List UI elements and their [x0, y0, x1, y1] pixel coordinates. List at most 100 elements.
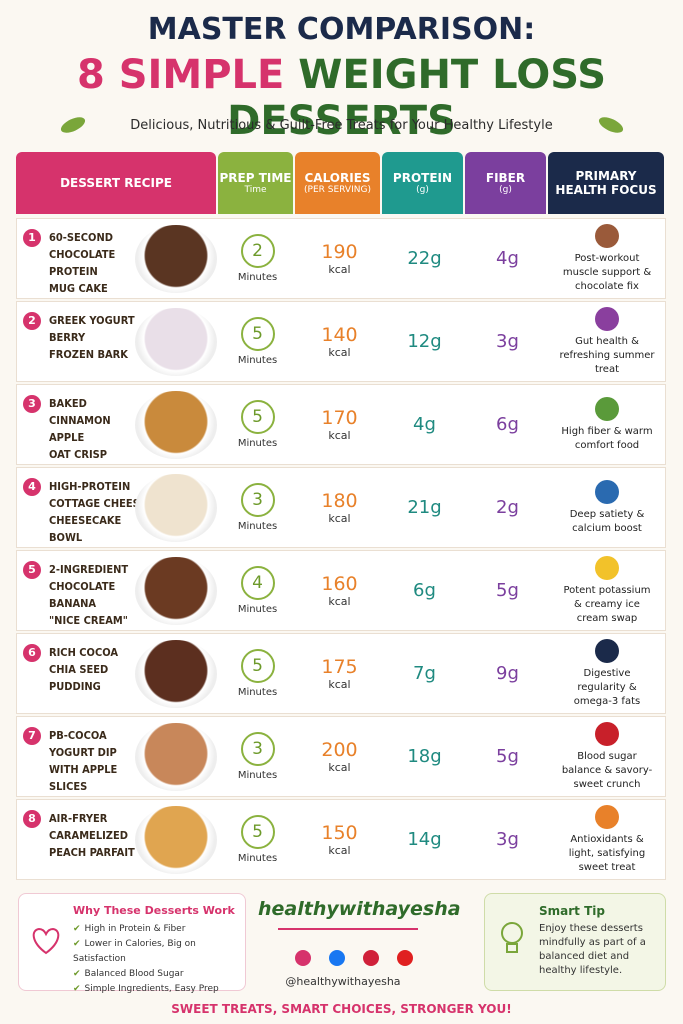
focus-cell: Potent potassium & creamy ice cream swap — [549, 551, 665, 630]
fiber: 5g — [496, 746, 519, 767]
calories-cell: 200 kcal — [296, 717, 383, 796]
column-header: FIBER (g) — [465, 152, 546, 214]
prep-unit: Minutes — [237, 438, 278, 449]
calories-unit: kcal — [328, 263, 351, 276]
calories: 170 — [321, 407, 358, 429]
table-row: 2 GREEK YOGURT BERRY FROZEN BARK 5 Minutes 1… — [16, 301, 666, 382]
table-row: 1 60-SECOND CHOCOLATE PROTEIN MUG CAKE 2 Mi… — [16, 218, 666, 299]
why-item: ✔ Lower in Calories, Big on Satisfaction — [73, 937, 245, 967]
prep-time: 2 — [240, 234, 275, 268]
dessert-photo — [135, 474, 217, 542]
prep-time: 4 — [240, 566, 275, 600]
prep-unit: Minutes — [237, 770, 278, 781]
dessert-photo — [135, 225, 217, 293]
column-header: PREP TIME Time — [218, 152, 293, 214]
calories-cell: 160 kcal — [296, 551, 383, 630]
health-focus: Post-workout muscle support & chocolate … — [562, 252, 652, 292]
protein: 14g — [407, 829, 442, 850]
calories: 150 — [321, 822, 358, 844]
health-focus: Potent potassium & creamy ice cream swap — [563, 584, 651, 624]
health-focus: Deep satiety & calcium boost — [569, 508, 645, 534]
why-text: Simple Ingredients, Easy Prep — [84, 984, 219, 994]
prep-cell: 5 Minutes — [219, 634, 296, 713]
column-header: CALORIES (PER SERVING) — [295, 152, 380, 214]
row-number: 7 — [23, 727, 41, 745]
focus-icon — [595, 638, 619, 663]
fiber-cell: 5g — [466, 551, 549, 630]
focus-icon — [595, 555, 619, 580]
calories-unit: kcal — [328, 595, 351, 608]
column-subtitle: Time — [244, 185, 267, 195]
title-line2: 8 SIMPLE WEIGHT LOSS DESSERTS — [0, 52, 683, 144]
calories-cell: 140 kcal — [296, 302, 383, 381]
dessert-name: AIR-FRYER CARAMELIZED PEACH PARFAIT — [49, 812, 135, 859]
leaf-icon — [60, 117, 86, 133]
handle: @healthywithayesha — [285, 975, 401, 988]
focus-cell: Deep satiety & calcium boost — [549, 468, 665, 547]
why-text: Lower in Calories, Big on Satisfaction — [73, 939, 196, 964]
row-number: 2 — [23, 312, 41, 330]
focus-cell: Digestive regularity & omega-3 fats — [549, 634, 665, 713]
focus-cell: High fiber & warm comfort food — [549, 385, 665, 464]
why-list: ✔ High in Protein & Fiber ✔ Lower in Calori… — [73, 922, 245, 997]
title-line1: MASTER COMPARISON: — [147, 12, 536, 47]
why-box: Why These Desserts Work ✔ High in Protein… — [18, 893, 246, 994]
prep-unit: Minutes — [237, 687, 278, 698]
protein: 21g — [407, 497, 442, 518]
calories: 180 — [321, 490, 358, 512]
focus-icon — [595, 479, 619, 504]
focus-icon — [595, 306, 619, 331]
row-number: 8 — [23, 810, 41, 828]
prep-cell: 5 Minutes — [219, 385, 296, 464]
protein-cell: 18g — [383, 717, 466, 796]
why-text: Balanced Blood Sugar — [84, 969, 184, 979]
focus-icon — [595, 396, 619, 421]
tip-text: Enjoy these desserts mindfully as part o… — [539, 923, 646, 976]
column-subtitle: (PER SERVING) — [304, 185, 371, 195]
title-main: WEIGHT LOSS DESSERTS — [227, 52, 607, 144]
prep-cell: 3 Minutes — [219, 468, 296, 547]
row-number: 4 — [23, 478, 41, 496]
fiber-cell: 3g — [466, 800, 549, 879]
health-focus: Antioxidants & light, satisfying sweet t… — [568, 833, 646, 873]
column-title: CALORIES — [304, 171, 371, 185]
calories: 175 — [321, 656, 358, 678]
column-title: PRIMARY HEALTH FOCUS — [555, 169, 657, 197]
protein-cell: 21g — [383, 468, 466, 547]
calories-unit: kcal — [328, 429, 351, 442]
fiber: 6g — [496, 414, 519, 435]
prep-unit: Minutes — [237, 355, 278, 366]
tip-title: Smart Tip — [539, 904, 605, 918]
column-title: DESSERT RECIPE — [60, 176, 172, 190]
protein: 6g — [413, 580, 436, 601]
table-row: 3 BAKED CINNAMON APPLE OAT CRISP 5 Minutes 1… — [16, 384, 666, 465]
prep-time: 5 — [240, 317, 275, 351]
column-header: DESSERT RECIPE — [16, 152, 216, 214]
protein: 12g — [407, 331, 442, 352]
row-number: 3 — [23, 395, 41, 413]
column-subtitle: (g) — [499, 185, 512, 195]
prep-cell: 4 Minutes — [219, 551, 296, 630]
fiber-cell: 4g — [466, 219, 549, 298]
protein: 7g — [413, 663, 436, 684]
prep-unit: Minutes — [237, 272, 278, 283]
subtitle: Delicious, Nutritious & Guilt-Free Treat… — [130, 118, 553, 133]
why-title: Why These Desserts Work — [73, 904, 235, 917]
calories-unit: kcal — [328, 678, 351, 691]
dessert-name: GREEK YOGURT BERRY FROZEN BARK — [49, 314, 135, 361]
fiber: 2g — [496, 497, 519, 518]
calories-unit: kcal — [328, 844, 351, 857]
dessert-photo — [135, 308, 217, 376]
why-item: ✔ High in Protein & Fiber — [73, 922, 245, 937]
fiber-cell: 3g — [466, 302, 549, 381]
dessert-photo — [135, 806, 217, 874]
fiber-cell: 2g — [466, 468, 549, 547]
prep-time: 3 — [240, 732, 275, 766]
heart-icon — [32, 927, 60, 955]
check-icon: ✔ — [73, 924, 81, 934]
slogan: SWEET TREATS, SMART CHOICES, STRONGER YO… — [171, 1002, 512, 1016]
focus-cell: Post-workout muscle support & chocolate … — [549, 219, 665, 298]
protein-cell: 12g — [383, 302, 466, 381]
fiber: 3g — [496, 331, 519, 352]
